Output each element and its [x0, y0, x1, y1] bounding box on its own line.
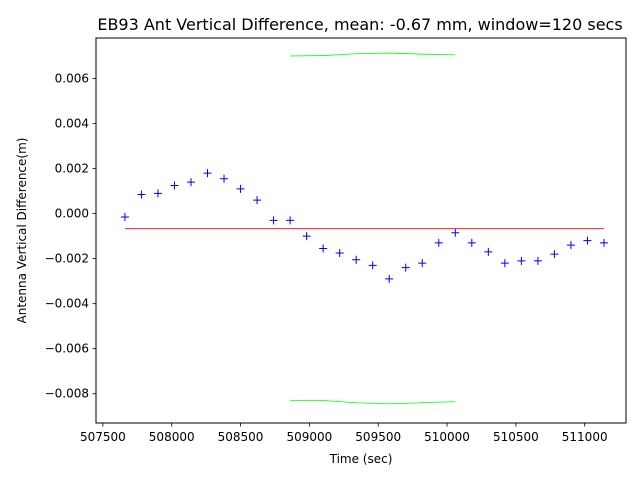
x-tick-label: 509500: [355, 430, 401, 444]
data-point: [170, 181, 179, 190]
x-tick-label: 507500: [80, 430, 126, 444]
x-tick-label: 508500: [218, 430, 264, 444]
plot-area: [120, 52, 608, 405]
data-point: [302, 232, 311, 241]
series-3-line: [290, 400, 456, 405]
data-point: [253, 196, 262, 205]
data-point: [236, 184, 245, 193]
data-point: [550, 250, 559, 259]
data-point: [484, 247, 493, 256]
data-point: [153, 189, 162, 198]
x-tick-label: 509000: [286, 430, 332, 444]
y-tick-label: 0.002: [55, 162, 89, 176]
y-axis-label: Antenna Vertical Difference(m): [15, 138, 29, 324]
data-point: [434, 238, 443, 247]
data-point: [319, 244, 328, 253]
data-point: [286, 216, 295, 225]
x-tick-label: 510500: [493, 430, 539, 444]
y-tick-label: 0.004: [55, 117, 89, 131]
data-point: [220, 174, 229, 183]
data-point: [599, 238, 608, 247]
x-tick-label: 511000: [562, 430, 608, 444]
y-tick-label: −0.008: [45, 387, 89, 401]
data-point: [533, 256, 542, 265]
y-tick-label: −0.006: [45, 342, 89, 356]
data-point: [583, 236, 592, 245]
y-tick-label: 0.006: [55, 72, 89, 86]
data-point: [203, 169, 212, 178]
axes-frame: [95, 37, 627, 424]
data-point: [269, 216, 278, 225]
data-point: [120, 212, 129, 221]
data-point: [418, 259, 427, 268]
data-point: [467, 238, 476, 247]
y-tick-label: 0.000: [55, 207, 89, 221]
x-axis-label: Time (sec): [329, 452, 393, 466]
data-point: [186, 178, 195, 187]
series-2-line: [290, 52, 456, 57]
data-point: [352, 255, 361, 264]
data-point: [368, 261, 377, 270]
data-point: [385, 274, 394, 283]
chart-title: EB93 Ant Vertical Difference, mean: -0.6…: [97, 15, 622, 34]
y-tick-label: −0.002: [45, 252, 89, 266]
data-point: [451, 228, 460, 237]
data-point: [137, 190, 146, 199]
y-tick-label: −0.004: [45, 297, 89, 311]
data-point: [401, 263, 410, 272]
data-point: [335, 249, 344, 258]
x-tick-label: 510000: [424, 430, 470, 444]
data-point: [566, 241, 575, 250]
data-point: [517, 256, 526, 265]
data-point: [500, 259, 509, 268]
x-tick-label: 508000: [149, 430, 195, 444]
